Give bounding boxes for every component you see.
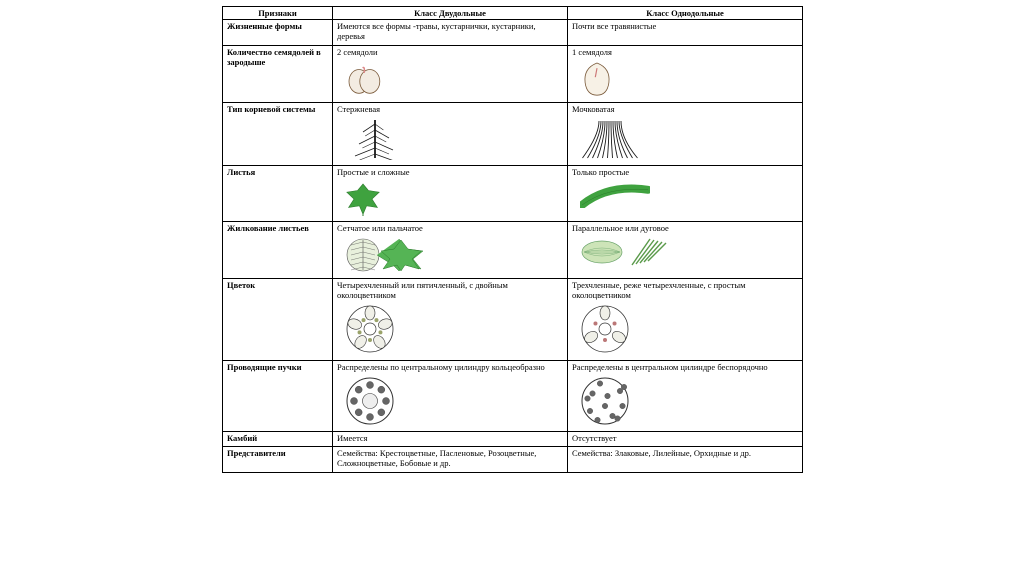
trait-cell: Жизненные формы (223, 20, 333, 45)
dicot-cell: Семейства: Крестоцветные, Пасленовые, Ро… (333, 447, 568, 472)
table-row: Количество семядолей в зародыше2 семядол… (223, 45, 803, 102)
dicot-cell: Распределены по центральному цилиндру ко… (333, 360, 568, 431)
comparison-table: Признаки Класс Двудольные Класс Однодоль… (222, 6, 803, 473)
monocot-illustration (572, 302, 798, 358)
trait-cell: Цветок (223, 279, 333, 361)
trait-cell: Тип корневой системы (223, 102, 333, 165)
monocot-cell: Параллельное или дуговое (568, 221, 803, 278)
dicot-illustration (337, 235, 563, 277)
table-row: ЛистьяПростые и сложные Только простые (223, 166, 803, 221)
dicot-cell: Имеется (333, 432, 568, 447)
monocot-cell: Распределены в центральном цилиндре бесп… (568, 360, 803, 431)
table-row: Тип корневой системыСтержневаяМочковатая (223, 102, 803, 165)
monocot-illustration (572, 374, 798, 430)
trait-cell: Представители (223, 447, 333, 472)
monocot-illustration (572, 59, 798, 101)
table-row: Проводящие пучкиРаспределены по централь… (223, 360, 803, 431)
header-traits: Признаки (223, 7, 333, 20)
table-row: ЦветокЧетырехчленный или пятичленный, с … (223, 279, 803, 361)
monocot-cell: Почти все травянистые (568, 20, 803, 45)
trait-cell: Количество семядолей в зародыше (223, 45, 333, 102)
dicot-illustration (337, 302, 563, 358)
dicot-cell: Четырехчленный или пятичленный, с двойны… (333, 279, 568, 361)
monocot-cell: Мочковатая (568, 102, 803, 165)
table-row: ПредставителиСемейства: Крестоцветные, П… (223, 447, 803, 472)
trait-cell: Жилкование листьев (223, 221, 333, 278)
trait-cell: Проводящие пучки (223, 360, 333, 431)
dicot-cell: Сетчатое или пальчатое (333, 221, 568, 278)
monocot-illustration (572, 180, 798, 212)
monocot-illustration (572, 235, 798, 271)
dicot-illustration (337, 59, 563, 99)
dicot-illustration (337, 116, 563, 164)
trait-cell: Листья (223, 166, 333, 221)
trait-cell: Камбий (223, 432, 333, 447)
table-row: Жилкование листьевСетчатое или пальчатое… (223, 221, 803, 278)
table-row: КамбийИмеетсяОтсутствует (223, 432, 803, 447)
dicot-cell: Стержневая (333, 102, 568, 165)
monocot-cell: Семейства: Злаковые, Лилейные, Орхидные … (568, 447, 803, 472)
dicot-cell: Простые и сложные (333, 166, 568, 221)
dicot-cell: Имеются все формы -травы, кустарнички, к… (333, 20, 568, 45)
dicot-illustration (337, 180, 563, 220)
dicot-cell: 2 семядоли (333, 45, 568, 102)
monocot-cell: 1 семядоля (568, 45, 803, 102)
header-monocot: Класс Однодольные (568, 7, 803, 20)
header-dicot: Класс Двудольные (333, 7, 568, 20)
monocot-cell: Только простые (568, 166, 803, 221)
dicot-illustration (337, 374, 563, 430)
table-row: Жизненные формыИмеются все формы -травы,… (223, 20, 803, 45)
monocot-illustration (572, 116, 798, 164)
monocot-cell: Отсутствует (568, 432, 803, 447)
monocot-cell: Трехчленные, реже четырехчленные, с прос… (568, 279, 803, 361)
